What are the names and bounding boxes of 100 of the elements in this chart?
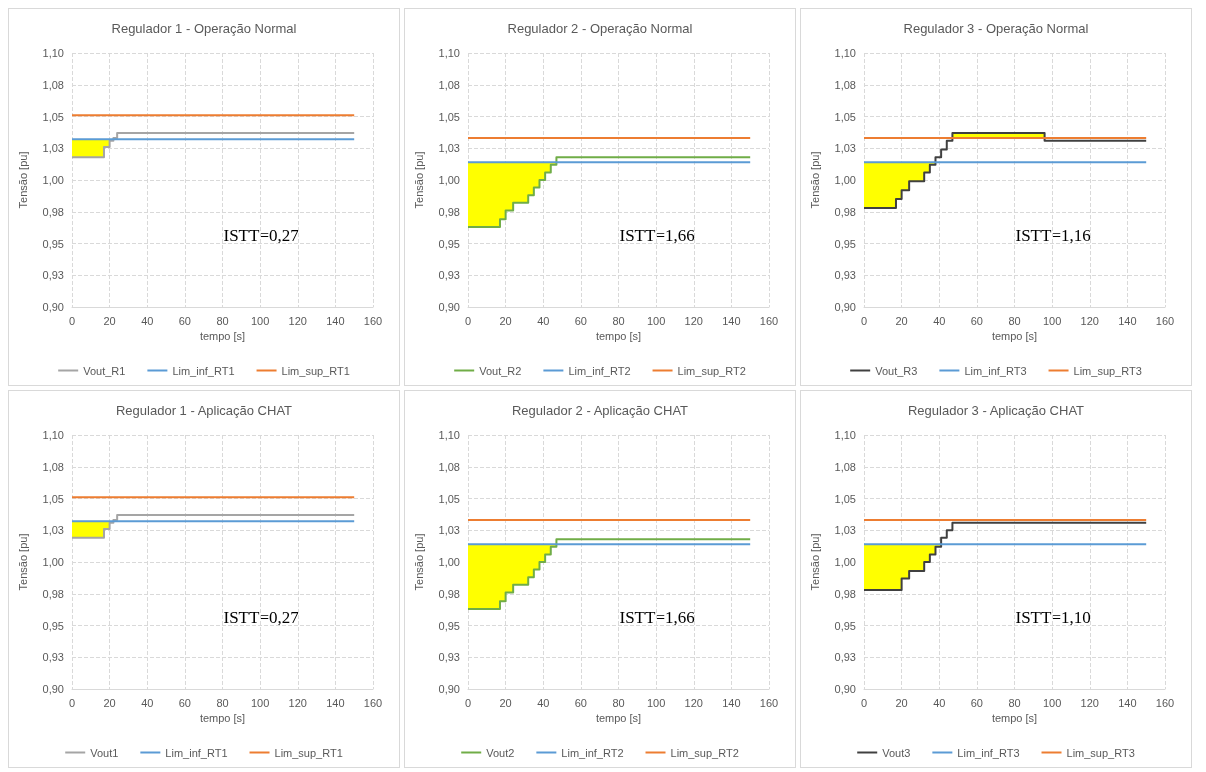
x-tick-label: 60 [178, 314, 191, 327]
x-tick-label: 0 [464, 314, 472, 327]
y-tick-label: 1,08 [834, 78, 856, 91]
chart-title: Regulador 3 - Operação Normal [903, 21, 1089, 36]
line-series [71, 514, 356, 539]
x-tick-label: 120 [684, 696, 703, 709]
x-tick-label: 100 [1042, 696, 1062, 709]
y-tick-label: 1,10 [42, 47, 64, 59]
x-tick-label: 20 [895, 314, 908, 327]
x-tick-label: 40 [933, 696, 946, 709]
y-tick-label: 1,05 [834, 492, 856, 505]
x-tick-label: 20 [103, 314, 116, 327]
legend-label: Vout_R2 [479, 364, 522, 377]
x-tick-label: 40 [933, 314, 946, 327]
x-tick-label: 60 [178, 696, 191, 709]
x-tick-label: 160 [363, 696, 383, 709]
y-tick-label: 0,93 [834, 269, 856, 282]
y-axis-title: Tensão [pu] [16, 151, 29, 209]
y-tick-label: 1,00 [834, 174, 856, 186]
x-tick-label: 140 [1118, 314, 1137, 327]
y-tick-label: 0,93 [42, 651, 64, 664]
y-tick-label: 1,03 [834, 524, 856, 537]
y-tick-label: 0,93 [438, 269, 460, 282]
x-tick-label: 0 [860, 696, 868, 709]
line-series [71, 132, 356, 159]
x-tick-label: 140 [326, 314, 345, 327]
legend-label: Vout3 [882, 746, 911, 759]
legend-label: Lim_sup_RT2 [670, 746, 739, 759]
chart-title: Regulador 1 - Operação Normal [111, 21, 297, 36]
x-tick-label: 140 [722, 696, 741, 709]
y-axis-title: Tensão [pu] [16, 533, 29, 591]
y-tick-label: 1,05 [42, 492, 64, 505]
y-tick-label: 0,98 [42, 205, 64, 218]
legend-label: Vout_R1 [83, 364, 126, 377]
y-tick-label: 0,93 [834, 651, 856, 664]
y-tick-label: 1,00 [438, 556, 460, 568]
x-tick-label: 120 [1080, 314, 1099, 327]
x-tick-label: 20 [895, 696, 908, 709]
y-tick-label: 1,05 [42, 110, 64, 123]
x-tick-label: 120 [1080, 696, 1099, 709]
y-axis-title: Tensão [pu] [412, 151, 425, 209]
y-tick-label: 1,05 [438, 492, 460, 505]
x-tick-label: 100 [646, 314, 666, 327]
legend-label: Lim_inf_RT3 [957, 746, 1020, 759]
y-tick-label: 1,00 [834, 556, 856, 568]
x-tick-label: 100 [1042, 314, 1062, 327]
x-tick-label: 40 [537, 696, 550, 709]
y-tick-label: 0,93 [438, 651, 460, 664]
x-axis-title: tempo [s] [595, 330, 642, 343]
line-series [863, 132, 1148, 209]
y-tick-label: 0,90 [42, 301, 64, 313]
y-tick-label: 1,10 [438, 47, 460, 59]
x-tick-label: 80 [1008, 696, 1021, 709]
y-tick-label: 1,08 [42, 460, 64, 473]
y-tick-label: 0,98 [438, 587, 460, 600]
x-tick-label: 120 [288, 314, 307, 327]
x-tick-label: 60 [574, 696, 587, 709]
x-tick-label: 0 [68, 314, 76, 327]
x-tick-label: 20 [103, 696, 116, 709]
x-tick-label: 40 [141, 696, 154, 709]
x-tick-label: 0 [464, 696, 472, 709]
y-tick-label: 1,03 [834, 142, 856, 155]
x-tick-label: 160 [1155, 696, 1175, 709]
chart-title: Regulador 3 - Aplicação CHAT [907, 403, 1085, 418]
y-tick-label: 1,05 [438, 110, 460, 123]
annotation: ISTT=1,66 [619, 608, 695, 628]
y-tick-label: 0,98 [834, 587, 856, 600]
y-axis-title: Tensão [pu] [412, 533, 425, 591]
y-tick-label: 1,00 [42, 174, 64, 186]
y-tick-label: 0,95 [438, 619, 460, 632]
x-tick-label: 60 [970, 314, 983, 327]
x-tick-label: 80 [612, 696, 625, 709]
legend-label: Lim_sup_RT1 [274, 746, 343, 759]
y-tick-label: 0,90 [438, 301, 460, 313]
chart-title: Regulador 1 - Aplicação CHAT [115, 403, 293, 418]
legend-label: Lim_sup_RT3 [1066, 746, 1135, 759]
y-tick-label: 0,93 [42, 269, 64, 282]
annotation: ISTT=1,16 [1015, 226, 1091, 246]
x-tick-label: 60 [574, 314, 587, 327]
y-tick-label: 1,03 [438, 524, 460, 537]
y-tick-label: 0,95 [834, 619, 856, 632]
x-tick-label: 40 [537, 314, 550, 327]
legend-label: Lim_sup_RT3 [1073, 364, 1142, 377]
x-tick-label: 140 [326, 696, 345, 709]
x-tick-label: 80 [216, 314, 229, 327]
x-tick-label: 40 [141, 314, 154, 327]
x-tick-label: 160 [759, 314, 779, 327]
y-tick-label: 0,90 [438, 683, 460, 695]
annotation: ISTT=1,10 [1015, 608, 1091, 628]
x-tick-label: 80 [1008, 314, 1021, 327]
x-tick-label: 160 [363, 314, 383, 327]
chart-title: Regulador 2 - Operação Normal [507, 21, 693, 36]
x-tick-label: 100 [646, 696, 666, 709]
y-tick-label: 0,95 [834, 237, 856, 250]
x-tick-label: 20 [499, 314, 512, 327]
y-tick-label: 1,03 [42, 142, 64, 155]
y-tick-label: 0,90 [834, 683, 856, 695]
y-tick-label: 0,98 [42, 587, 64, 600]
x-tick-label: 140 [1118, 696, 1137, 709]
y-tick-label: 0,90 [834, 301, 856, 313]
